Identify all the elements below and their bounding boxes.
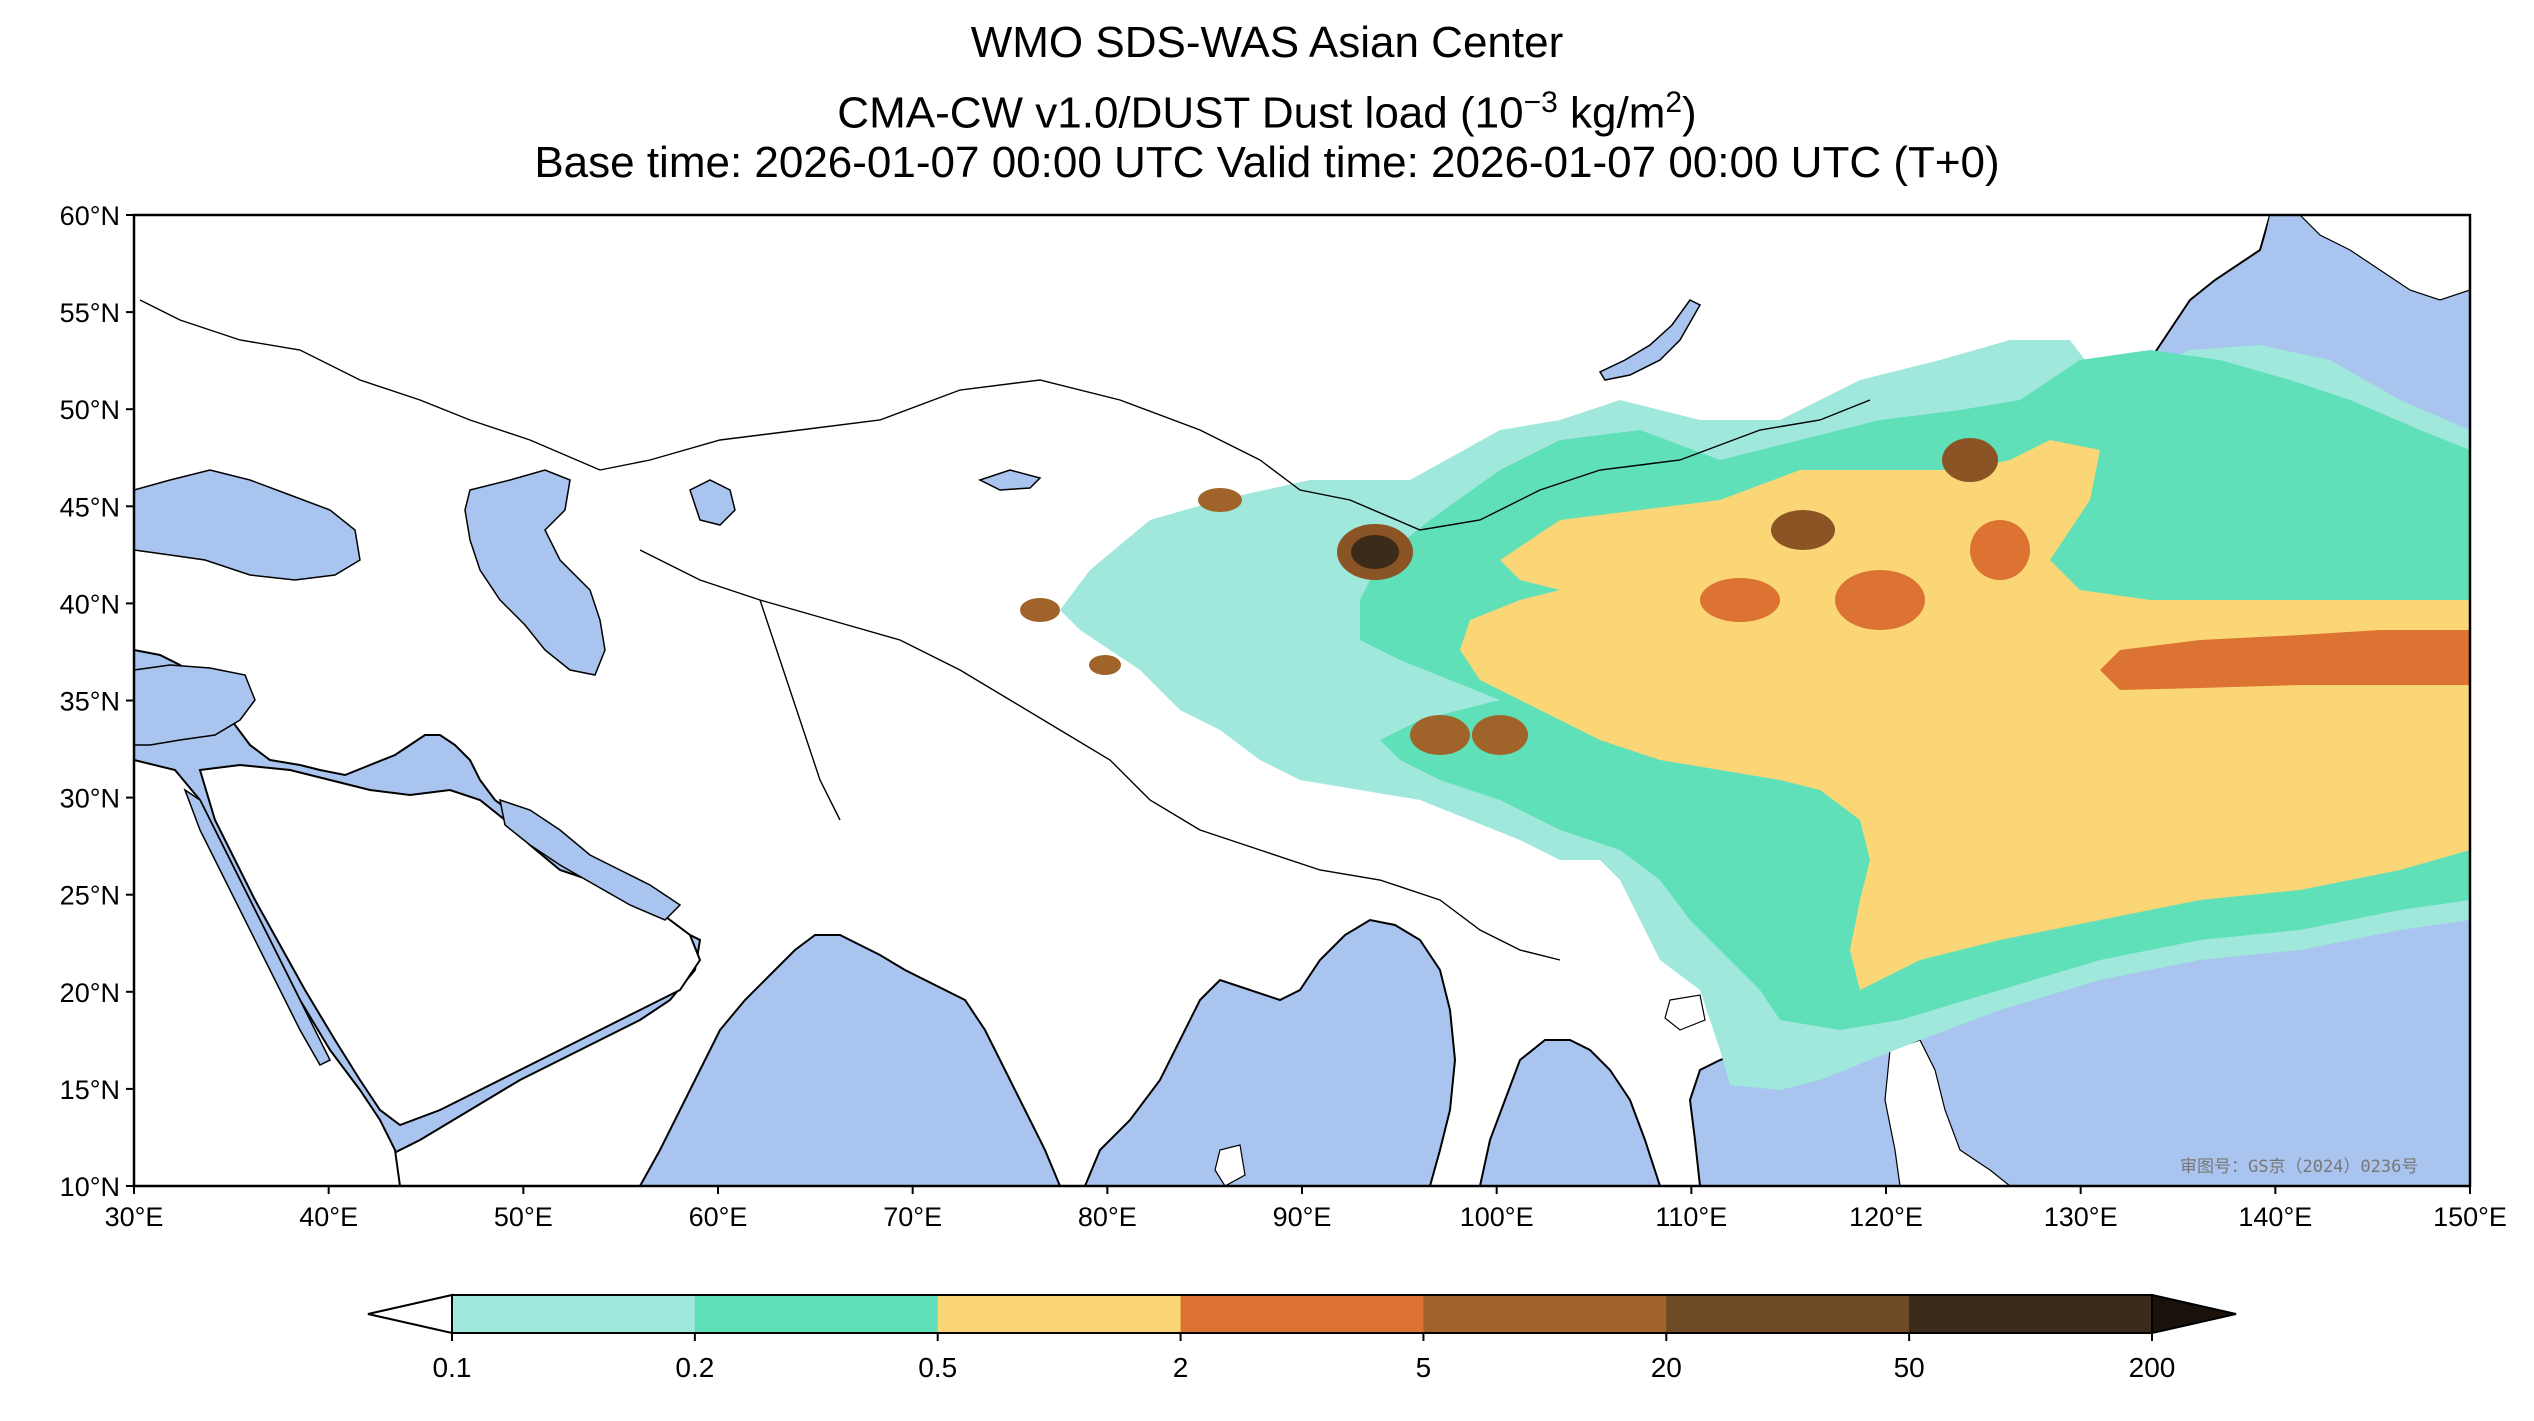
aral-sea bbox=[689, 479, 736, 526]
lat-tick-label: 45°N bbox=[60, 492, 120, 522]
colorbar-segment bbox=[1180, 1295, 1424, 1333]
land-philippines bbox=[1884, 1039, 2011, 1186]
map-area bbox=[134, 215, 2470, 1186]
land-srilanka bbox=[1214, 1144, 1246, 1186]
colorbar-tick-label: 0.5 bbox=[918, 1352, 957, 1383]
colorbar-segment bbox=[937, 1295, 1182, 1333]
colorbar-segment bbox=[452, 1295, 696, 1333]
lon-tick-label: 130°E bbox=[2044, 1202, 2118, 1232]
dust-hotspot bbox=[1020, 598, 1060, 622]
lat-tick-label: 30°N bbox=[60, 784, 120, 814]
subtitle-unit-exponent: 2 bbox=[1665, 86, 1683, 119]
lon-tick-label: 70°E bbox=[883, 1202, 942, 1232]
dust-hotspot bbox=[1089, 655, 1121, 675]
colorbar-under-extension bbox=[367, 1293, 453, 1335]
dust-hotspot bbox=[1410, 715, 1470, 755]
colorbar-segment bbox=[694, 1295, 939, 1333]
land-arabian-peninsula bbox=[198, 763, 702, 1127]
lat-tick-label: 40°N bbox=[60, 589, 120, 619]
colorbar-tick-label: 20 bbox=[1651, 1352, 1682, 1383]
dust-hotspot bbox=[1942, 438, 1998, 482]
lat-tick-label: 15°N bbox=[60, 1075, 120, 1105]
dust-hotspot bbox=[1472, 715, 1528, 755]
mediterranean bbox=[134, 664, 256, 746]
lat-tick-label: 25°N bbox=[60, 881, 120, 911]
colorbar-over-extension bbox=[2151, 1293, 2237, 1335]
lon-tick-label: 90°E bbox=[1273, 1202, 1332, 1232]
dust-level-3 bbox=[1460, 440, 2470, 990]
lat-tick-label: 20°N bbox=[60, 978, 120, 1008]
lat-tick-label: 10°N bbox=[60, 1172, 120, 1202]
approval-number: 审图号：GS京（2024）0236号 bbox=[2180, 1157, 2418, 1177]
colorbar-outline bbox=[451, 1294, 2153, 1334]
dust-hotspot bbox=[1198, 488, 1242, 512]
lat-tick-label: 50°N bbox=[60, 395, 120, 425]
lon-tick-label: 100°E bbox=[1460, 1202, 1534, 1232]
dust-hotspot bbox=[1835, 570, 1925, 630]
lon-tick-label: 140°E bbox=[2238, 1202, 2312, 1232]
lon-tick-label: 80°E bbox=[1078, 1202, 1137, 1232]
dust-level-4 bbox=[2100, 630, 2470, 690]
latitude-axis: 10°N 15°N 20°N 25°N 30°N 35°N 40°N 45°N 50°N 55°N… bbox=[60, 201, 134, 1202]
colorbar-tick-label: 0.2 bbox=[675, 1352, 714, 1383]
subtitle-exponent: −3 bbox=[1523, 86, 1558, 119]
black-sea bbox=[134, 469, 361, 581]
subtitle-close: ) bbox=[1682, 88, 1697, 138]
colorbar-tick-label: 0.1 bbox=[433, 1352, 472, 1383]
time-info: Base time: 2026-01-07 00:00 UTC Valid ti… bbox=[534, 138, 2000, 187]
colorbar-segment bbox=[1666, 1295, 1910, 1333]
land-kamchatka-sakhalin bbox=[2299, 215, 2470, 301]
dust-hotspot bbox=[1700, 578, 1780, 622]
colorbar: 0.1 0.2 0.5 2 5 20 50 200 bbox=[367, 1293, 2237, 1383]
lon-tick-label: 40°E bbox=[299, 1202, 358, 1232]
lat-tick-label: 60°N bbox=[60, 201, 120, 231]
plot-title: WMO SDS-WAS Asian Center bbox=[970, 18, 1564, 67]
lake-baikal bbox=[1598, 299, 1702, 381]
subtitle-unit: kg/m bbox=[1557, 88, 1666, 138]
country-borders bbox=[139, 299, 1871, 961]
lon-tick-label: 110°E bbox=[1655, 1202, 1727, 1232]
lon-tick-label: 30°E bbox=[105, 1202, 164, 1232]
longitude-axis: 30°E 40°E 50°E 60°E 70°E 80°E 90°E 100°E 110°E 12… bbox=[105, 1186, 2507, 1232]
dust-hotspot bbox=[1771, 510, 1835, 550]
persian-gulf bbox=[499, 798, 682, 921]
lon-tick-label: 60°E bbox=[689, 1202, 748, 1232]
lon-tick-label: 150°E bbox=[2433, 1202, 2507, 1232]
lon-tick-label: 50°E bbox=[494, 1202, 553, 1232]
lat-tick-label: 55°N bbox=[60, 298, 120, 328]
dust-hotspot bbox=[1970, 520, 2030, 580]
caspian-sea bbox=[464, 469, 606, 676]
colorbar-tick-label: 2 bbox=[1173, 1352, 1189, 1383]
colorbar-tick-label: 50 bbox=[1894, 1352, 1925, 1383]
colorbar-tick-label: 5 bbox=[1416, 1352, 1432, 1383]
lat-tick-label: 35°N bbox=[60, 687, 120, 717]
colorbar-segment bbox=[1423, 1295, 1667, 1333]
plot-subtitle: CMA-CW v1.0/DUST Dust load (10−3 kg/m2) bbox=[0, 78, 2534, 139]
dust-hotspot bbox=[1351, 535, 1399, 569]
colorbar-tick-label: 200 bbox=[2129, 1352, 2176, 1383]
colorbar-segment bbox=[1909, 1295, 2153, 1333]
lon-tick-label: 120°E bbox=[1849, 1202, 1923, 1232]
lake-balkhash bbox=[978, 469, 1042, 491]
land-hainan bbox=[1664, 994, 1706, 1031]
subtitle-text: CMA-CW v1.0/DUST Dust load (10 bbox=[837, 88, 1524, 138]
red-sea bbox=[183, 788, 332, 1066]
